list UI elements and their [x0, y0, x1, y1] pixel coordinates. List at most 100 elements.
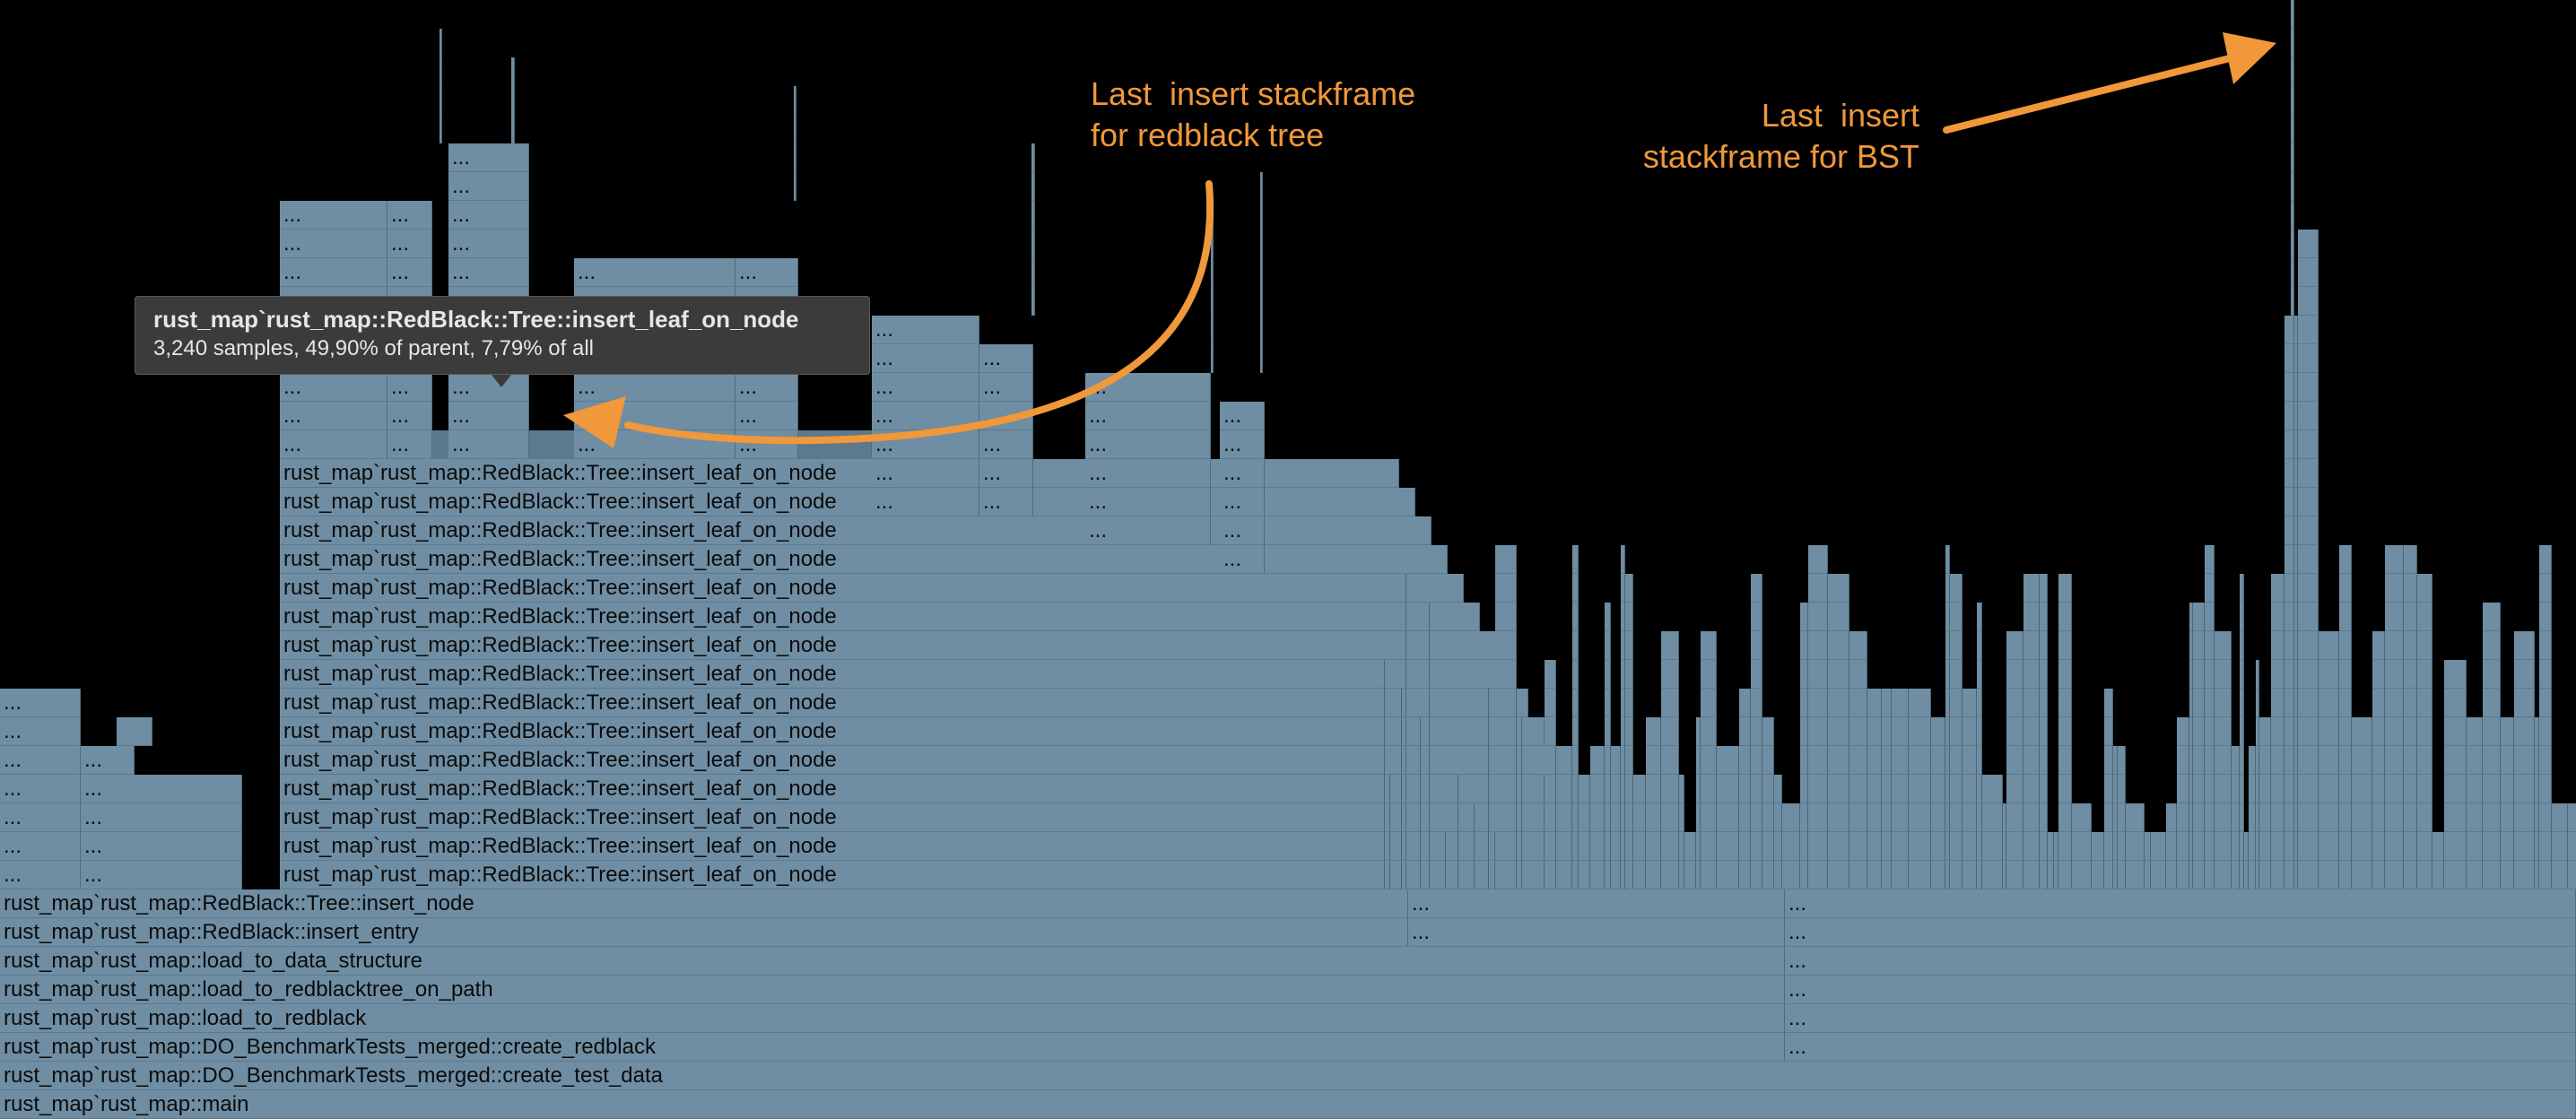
- stack-frame-thin[interactable]: [2177, 861, 2189, 889]
- stack-frame-thin[interactable]: [2514, 689, 2535, 717]
- stack-frame-thin[interactable]: [1751, 689, 1762, 717]
- stack-frame-insert-leaf[interactable]: rust_map`rust_map::RedBlack::Tree::inser…: [280, 574, 1464, 603]
- stack-frame-thin[interactable]: [2151, 861, 2166, 889]
- stack-frame-collapsed[interactable]: ...: [1220, 488, 1265, 516]
- stack-frame-thin[interactable]: [1962, 689, 1977, 717]
- stack-frame-spike[interactable]: [439, 57, 442, 86]
- stack-frame-thin[interactable]: [1390, 775, 1402, 803]
- stack-frame-collapsed[interactable]: ...: [1785, 1004, 2576, 1033]
- stack-frame-spike[interactable]: [2291, 516, 2294, 545]
- stack-frame-thin[interactable]: [2352, 775, 2372, 803]
- stack-frame-thin[interactable]: [2501, 746, 2514, 775]
- stack-frame-thin[interactable]: [1517, 861, 1522, 889]
- stack-frame-thin[interactable]: [1849, 861, 1867, 889]
- stack-frame-thin[interactable]: [2339, 660, 2352, 689]
- stack-frame-thin[interactable]: [2568, 861, 2576, 889]
- stack-frame-thin[interactable]: [2298, 832, 2319, 861]
- stack-frame-thin[interactable]: [1751, 603, 1762, 631]
- stack-frame-thin[interactable]: [1701, 746, 1717, 775]
- stack-frame-thin[interactable]: [2271, 574, 2284, 603]
- stack-frame-thin[interactable]: [2339, 603, 2352, 631]
- stack-frame-thin[interactable]: [1621, 574, 1625, 603]
- stack-frame-thin[interactable]: [2339, 746, 2352, 775]
- stack-frame-thin[interactable]: [1625, 660, 1633, 689]
- stack-frame-thin[interactable]: [1605, 689, 1611, 717]
- stack-frame-thin[interactable]: [1402, 631, 1406, 660]
- stack-frame-thin[interactable]: [1495, 574, 1517, 603]
- stack-frame-thin[interactable]: [2040, 861, 2048, 889]
- stack-frame-thin[interactable]: [2240, 603, 2244, 631]
- stack-frame-thin[interactable]: [2205, 803, 2215, 832]
- stack-frame-spike[interactable]: [2291, 775, 2294, 803]
- stack-frame-thin[interactable]: [1646, 746, 1661, 775]
- stack-frame-spike[interactable]: [439, 115, 442, 143]
- stack-frame-thin[interactable]: [1621, 717, 1625, 746]
- stack-frame-thin[interactable]: [1475, 832, 1489, 861]
- stack-frame-thin[interactable]: [1390, 803, 1402, 832]
- stack-frame-thin[interactable]: [1684, 832, 1696, 861]
- stack-frame-thin[interactable]: [1625, 775, 1633, 803]
- stack-frame-thin[interactable]: [2006, 861, 2023, 889]
- stack-frame-thin[interactable]: [2483, 603, 2501, 631]
- stack-frame-thin[interactable]: [1402, 689, 1406, 717]
- stack-frame-thin[interactable]: [2483, 832, 2501, 861]
- stack-frame-thin[interactable]: [1701, 717, 1717, 746]
- stack-frame-thin[interactable]: [1402, 803, 1406, 832]
- stack-frame-thin[interactable]: [2352, 746, 2372, 775]
- stack-frame-thin[interactable]: [1828, 746, 1849, 775]
- stack-frame-thin[interactable]: [2126, 803, 2145, 832]
- stack-frame-thin[interactable]: [2003, 803, 2006, 832]
- stack-frame-thin[interactable]: [2298, 373, 2319, 402]
- stack-frame-thin[interactable]: [1572, 717, 1579, 746]
- stack-frame-spike[interactable]: [1260, 344, 1263, 373]
- stack-frame-thin[interactable]: [2417, 689, 2432, 717]
- stack-frame-thin[interactable]: [2444, 803, 2467, 832]
- stack-frame-thin[interactable]: [2467, 861, 2483, 889]
- stack-frame-thin[interactable]: [1808, 803, 1828, 832]
- stack-frame-collapsed[interactable]: ...: [735, 258, 798, 287]
- stack-frame-thin[interactable]: [2514, 717, 2535, 746]
- stack-frame-thin[interactable]: [2372, 746, 2385, 775]
- stack-frame-thin[interactable]: [1945, 689, 1950, 717]
- stack-frame-thin[interactable]: [1621, 861, 1625, 889]
- stack-frame-thin[interactable]: [1849, 803, 1867, 832]
- stack-frame-thin[interactable]: [2298, 574, 2319, 603]
- stack-frame-thin[interactable]: [2404, 545, 2417, 574]
- stack-frame-collapsed[interactable]: ...: [81, 746, 135, 775]
- stack-frame-collapsed[interactable]: ...: [1785, 1033, 2576, 1062]
- stack-frame-thin[interactable]: [1977, 603, 1982, 631]
- stack-frame-thin[interactable]: [2432, 832, 2444, 861]
- stack-frame-thin[interactable]: [2298, 861, 2319, 889]
- stack-frame-thin[interactable]: [2385, 574, 2404, 603]
- stack-frame-thin[interactable]: [1633, 832, 1646, 861]
- stack-frame-thin[interactable]: [2298, 287, 2319, 316]
- stack-frame-thin[interactable]: [1625, 603, 1633, 631]
- stack-frame-thin[interactable]: [1611, 861, 1621, 889]
- stack-frame-thin[interactable]: [2023, 746, 2040, 775]
- stack-frame-thin[interactable]: [1458, 832, 1475, 861]
- stack-frame-thin[interactable]: [2177, 775, 2189, 803]
- stack-frame-thin[interactable]: [2205, 717, 2215, 746]
- stack-frame-thin[interactable]: [2298, 258, 2319, 287]
- stack-frame-thin[interactable]: [2104, 775, 2113, 803]
- stack-frame-spike[interactable]: [511, 86, 515, 115]
- stack-frame[interactable]: rust_map`rust_map::RedBlack::Tree::inser…: [0, 889, 1408, 918]
- stack-frame-spike[interactable]: [2291, 660, 2294, 689]
- stack-frame-thin[interactable]: [1522, 861, 1545, 889]
- stack-frame-thin[interactable]: [2319, 861, 2339, 889]
- stack-frame-thin[interactable]: [1406, 803, 1421, 832]
- stack-frame-thin[interactable]: [1522, 775, 1545, 803]
- stack-frame-thin[interactable]: [1909, 861, 1931, 889]
- stack-frame-collapsed[interactable]: ...: [1085, 373, 1211, 402]
- stack-frame-thin[interactable]: [2483, 660, 2501, 689]
- stack-frame-thin[interactable]: [2298, 402, 2319, 430]
- stack-frame-thin[interactable]: [2006, 631, 2023, 660]
- stack-frame-collapsed[interactable]: ...: [387, 201, 432, 230]
- stack-frame-thin[interactable]: [1406, 746, 1421, 775]
- stack-frame-thin[interactable]: [1751, 631, 1762, 660]
- stack-frame-spike[interactable]: [439, 29, 442, 57]
- stack-frame-thin[interactable]: [2118, 746, 2126, 775]
- stack-frame-thin[interactable]: [1828, 660, 1849, 689]
- stack-frame-spike[interactable]: [2291, 603, 2294, 631]
- stack-frame-thin[interactable]: [2040, 689, 2048, 717]
